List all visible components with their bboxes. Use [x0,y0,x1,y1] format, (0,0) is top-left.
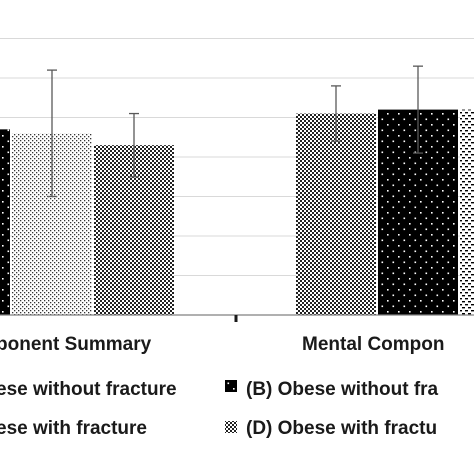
legend-swatch-d [225,421,237,433]
category-label-mental: Mental Compon [302,334,445,355]
bar [0,129,10,315]
error-bars-group [47,65,423,198]
legend-label-b: (B) Obese without fra [246,379,439,400]
legend-label-a: ese without fracture [0,379,177,400]
legend: ese without fracture (B) Obese without f… [0,379,439,439]
bar [296,113,376,315]
legend-label-c: ese with fracture [0,418,147,439]
bars-group [0,109,474,315]
legend-label-d: (D) Obese with fractu [246,418,437,439]
bar [460,109,474,315]
legend-swatch-b [225,380,237,392]
category-label-physical: ponent Summary [0,334,152,355]
